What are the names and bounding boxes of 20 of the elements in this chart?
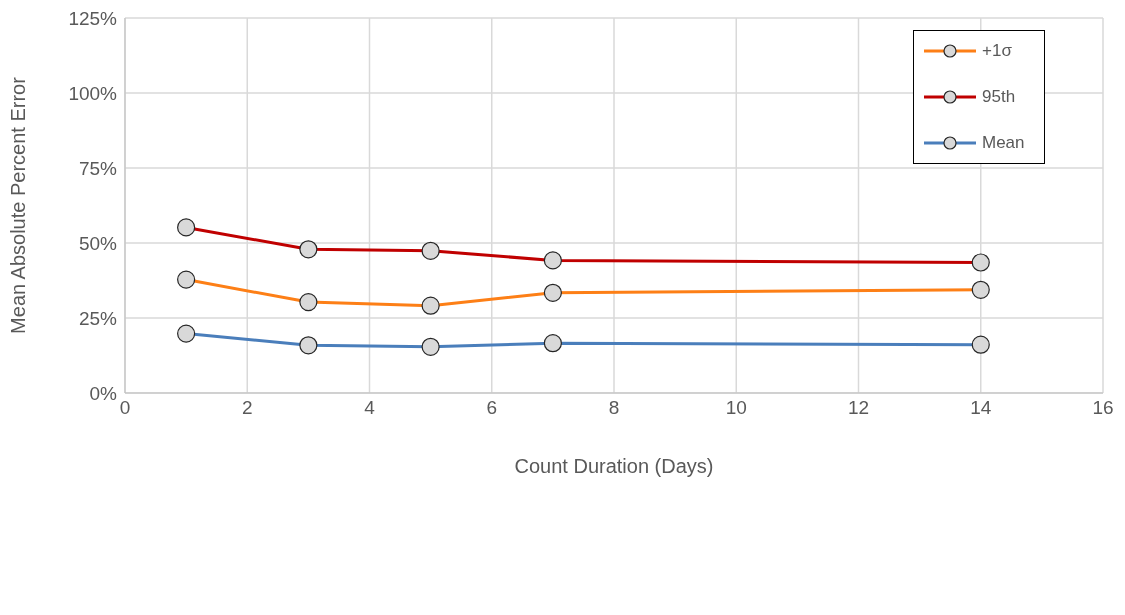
y-axis-title: Mean Absolute Percent Error: [7, 76, 30, 334]
x-tick-label: 2: [241, 397, 253, 419]
x-tick-label: 8: [608, 397, 620, 419]
x-axis-title: Count Duration (Days): [514, 455, 714, 477]
y-tick-label: 100%: [68, 82, 118, 104]
x-tick-label: 0: [119, 397, 131, 419]
x-tick-label: 6: [486, 397, 498, 419]
y-tick-label: 125%: [68, 7, 118, 29]
x-tick-label: 16: [1092, 397, 1114, 419]
y-tick-label: 75%: [78, 157, 118, 179]
legend-label: +1σ: [982, 41, 1012, 61]
y-tick-label: 50%: [78, 232, 118, 254]
y-tick-label: 25%: [78, 307, 118, 329]
y-tick-label: 0%: [89, 382, 118, 404]
legend-label: 95th: [982, 87, 1016, 107]
x-tick-label: 4: [364, 397, 376, 419]
x-tick-label: 14: [970, 397, 992, 419]
x-tick-label: 12: [847, 397, 870, 419]
x-tick-label: 10: [725, 397, 747, 419]
legend-label: Mean: [982, 133, 1025, 153]
